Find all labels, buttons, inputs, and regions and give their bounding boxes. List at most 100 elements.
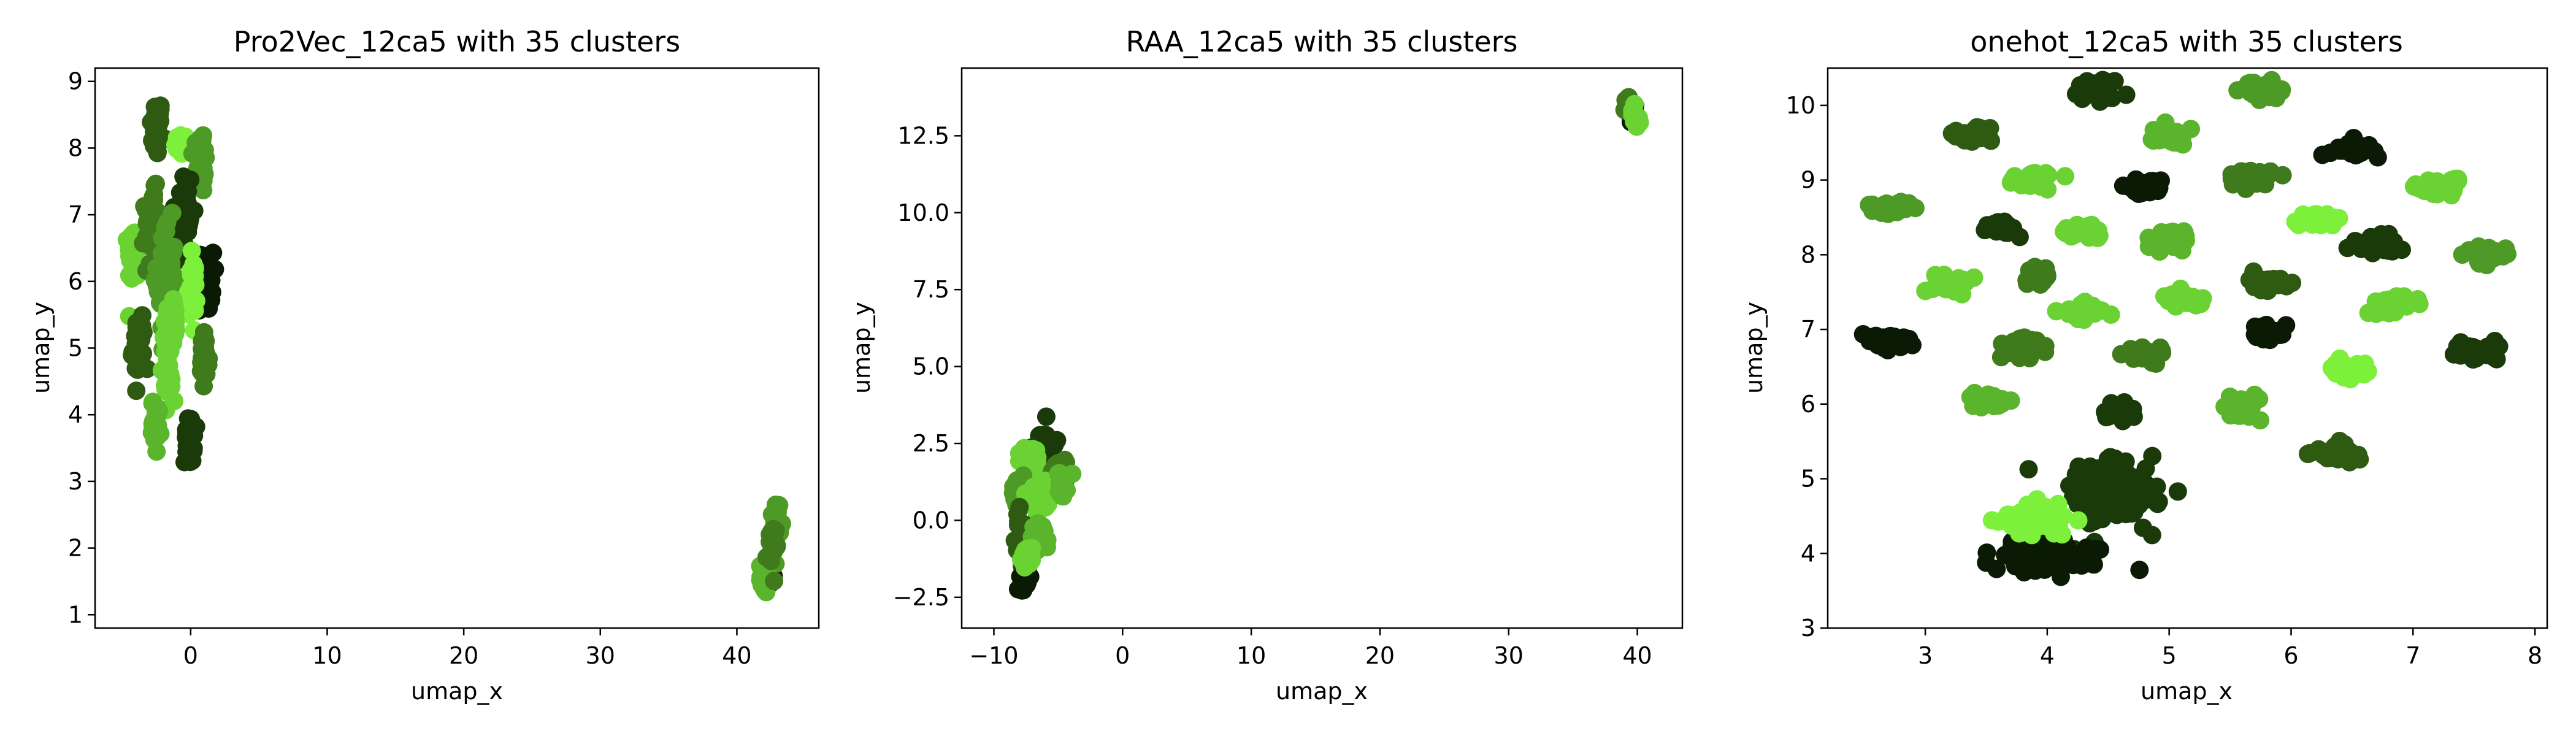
- scatter-point: [1977, 125, 1996, 144]
- scatter-point: [2092, 301, 2111, 320]
- scatter-point: [2082, 554, 2101, 573]
- scatter-point: [142, 201, 161, 220]
- axis-ticks: 0 10 20 30 40 1 2 3 4 5 6 7 8 9: [68, 68, 752, 669]
- scatter-point: [2309, 212, 2328, 230]
- scatter-point: [132, 330, 151, 349]
- scatter-point: [153, 229, 172, 248]
- scatter-point: [1987, 559, 2006, 578]
- scatter-point: [1035, 426, 1053, 445]
- scatter-point: [2134, 518, 2152, 537]
- scatter-point: [1993, 334, 2012, 353]
- x-axis-label: umap_x: [411, 678, 503, 705]
- y-tick-label: −2.5: [893, 584, 949, 611]
- scatter-point: [2077, 468, 2096, 487]
- scatter-point: [2477, 246, 2496, 265]
- scatter-point: [765, 572, 784, 591]
- chart-title: onehot_12ca5 with 35 clusters: [1970, 25, 2403, 58]
- y-axis-label: umap_y: [28, 302, 55, 394]
- axis-ticks: −10 0 10 20 30 40 −2.5 0.0 2.5 5.0 7.5 10.0 12.5: [893, 122, 1652, 669]
- scatter-point: [2261, 162, 2280, 181]
- scatter-point: [2052, 567, 2070, 586]
- y-tick-label: 10.0: [897, 199, 949, 226]
- scatter-point: [182, 242, 201, 261]
- scatter-point: [2358, 362, 2377, 381]
- scatter-point: [2344, 129, 2363, 148]
- x-tick-label: 3: [1918, 642, 1933, 669]
- y-tick-label: 1: [68, 601, 83, 628]
- scatter-point: [2064, 488, 2082, 507]
- scatter-point: [2250, 79, 2269, 98]
- y-tick-label: 5: [68, 335, 83, 362]
- scatter-point: [2044, 524, 2063, 543]
- x-axis-label: umap_x: [1276, 678, 1368, 705]
- scatter-point: [2125, 173, 2144, 192]
- scatter-point: [1026, 522, 1045, 541]
- scatter-point: [2445, 177, 2464, 195]
- x-tick-label: 20: [1365, 642, 1395, 669]
- x-tick-label: 0: [1115, 642, 1130, 669]
- scatter-point: [1052, 478, 1071, 497]
- y-tick-label: 3: [1801, 615, 1815, 642]
- scatter-point: [177, 428, 196, 447]
- y-tick-label: 5.0: [913, 353, 949, 380]
- scatter-point: [2313, 145, 2332, 164]
- x-tick-label: 40: [722, 642, 751, 669]
- scatter-point: [1980, 390, 1999, 409]
- y-tick-label: 2: [68, 535, 83, 562]
- y-tick-label: 6: [68, 268, 83, 295]
- scatter-point: [183, 451, 202, 470]
- scatter-point: [2128, 343, 2147, 362]
- scatter-point: [2040, 508, 2059, 527]
- x-tick-label: 10: [1236, 642, 1266, 669]
- scatter-point: [2037, 265, 2057, 284]
- scatter-point: [204, 243, 223, 263]
- scatter-point: [2019, 460, 2038, 479]
- scatter-point: [2271, 275, 2290, 294]
- scatter-point: [1037, 407, 1056, 426]
- scatter-point: [2151, 338, 2170, 357]
- x-tick-label: 40: [1622, 642, 1652, 669]
- scatter-point: [2163, 222, 2182, 241]
- scatter-point: [171, 183, 190, 202]
- scatter-point: [2142, 353, 2161, 372]
- scatter-point: [2459, 241, 2478, 260]
- scatter-point: [2125, 502, 2144, 521]
- chart-panel-raa: RAA_12ca5 with 35 clusters −10 0 10 20 30 40−…: [848, 25, 1684, 705]
- scatter-point: [1998, 217, 2017, 236]
- scatter-point: [2331, 434, 2350, 453]
- x-tick-label: −10: [969, 642, 1018, 669]
- y-tick-label: 6: [1801, 391, 1815, 418]
- chart-title: Pro2Vec_12ca5 with 35 clusters: [234, 25, 680, 58]
- scatter-point: [2069, 224, 2088, 243]
- scatter-points: [1853, 71, 2517, 586]
- scatter-point: [2015, 512, 2034, 531]
- scatter-point: [1626, 107, 1645, 126]
- scatter-point: [2130, 561, 2149, 580]
- x-tick-label: 8: [2528, 642, 2542, 669]
- scatter-points: [1003, 88, 1649, 600]
- scatter-point: [158, 213, 177, 232]
- scatter-point: [2237, 169, 2256, 188]
- scatter-point: [2117, 463, 2136, 482]
- scatter-point: [2056, 552, 2075, 571]
- scatter-point: [2115, 480, 2134, 499]
- scatter-point: [127, 381, 146, 401]
- y-tick-label: 10: [1786, 92, 1815, 119]
- x-tick-label: 30: [1494, 642, 1524, 669]
- chart-panel-pro2vec: Pro2Vec_12ca5 with 35 clusters 0 10 20 30 40…: [28, 25, 820, 705]
- scatter-point: [2056, 167, 2074, 186]
- scatter-point: [2372, 302, 2391, 321]
- scatter-point: [145, 109, 164, 128]
- scatter-point: [2273, 325, 2292, 344]
- scatter-point: [1977, 543, 1996, 562]
- plot-frame: [1827, 67, 2548, 629]
- scatter-point: [2341, 362, 2360, 381]
- scatter-point: [2055, 222, 2073, 241]
- y-tick-label: 3: [68, 468, 83, 495]
- scatter-point: [2117, 85, 2136, 104]
- scatter-point: [1010, 444, 1029, 462]
- scatter-point: [185, 301, 204, 320]
- scatter-point: [2022, 331, 2041, 350]
- scatter-point: [2182, 120, 2200, 139]
- scatter-point: [2461, 343, 2480, 362]
